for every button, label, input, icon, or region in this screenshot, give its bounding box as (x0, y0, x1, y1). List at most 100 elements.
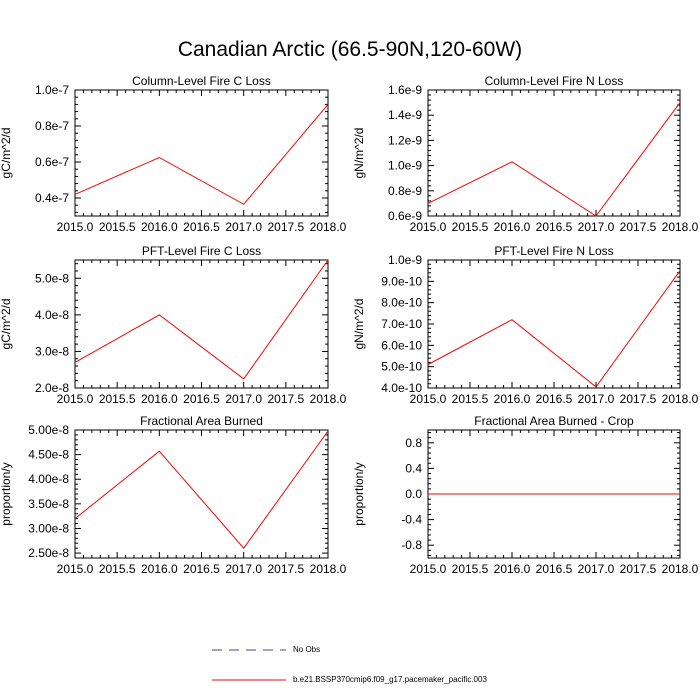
y-tick-label: 4.00e-8 (28, 472, 69, 486)
x-tick-label: 2016.0 (141, 562, 178, 576)
series-line (74, 259, 329, 380)
panel-title: Column-Level Fire N Loss (485, 74, 624, 88)
x-tick-label: 2017.0 (578, 562, 615, 576)
chart-panel-1: Column-Level Fire C Loss 2015.0 2015.5 2016… (0, 74, 347, 234)
y-tick-label: 8.0e-10 (381, 296, 422, 310)
x-tick-label: 2016.5 (183, 562, 220, 576)
y-tick-label: 0.6e-7 (35, 155, 69, 169)
y-tick-label: -0.8 (401, 538, 422, 552)
x-tick-label: 2016.5 (536, 392, 573, 406)
y-tick-label: 4.0e-8 (35, 308, 69, 322)
plot-frame (427, 259, 681, 389)
series-line (74, 104, 329, 205)
x-tick-label: 2017.0 (578, 392, 615, 406)
x-tick-label: 2016.0 (494, 220, 531, 234)
y-tick-label: 3.00e-8 (28, 521, 69, 535)
y-tick-label: 0.6e-9 (388, 209, 422, 223)
x-tick-label: 2018.0 (662, 220, 699, 234)
x-tick-label: 2016.5 (536, 220, 573, 234)
x-tick-label: 2015.0 (410, 220, 447, 234)
x-tick-label: 2016.5 (183, 392, 220, 406)
x-tick-label: 2015.0 (57, 220, 94, 234)
figure-title: Canadian Arctic (66.5-90N,120-60W) (177, 38, 523, 61)
y-tick-label: 4.0e-10 (381, 381, 422, 395)
plot-frame (74, 429, 329, 559)
y-tick-label: 5.0e-8 (35, 271, 69, 285)
y-axis-label: gC/m^2/d (0, 128, 13, 179)
x-tick-label: 2017.5 (267, 562, 304, 576)
chart-panel-5: Fractional Area Burned 2015.0 2015.5 2016.0… (0, 414, 347, 576)
x-tick-label: 2015.0 (57, 562, 94, 576)
x-tick-label: 2017.5 (620, 220, 657, 234)
x-tick-label: 2016.5 (183, 220, 220, 234)
x-tick-label: 2017.0 (578, 220, 615, 234)
x-tick-label: 2017.0 (225, 220, 262, 234)
plot-frame (74, 259, 329, 389)
series-line (427, 102, 681, 217)
x-tick-label: 2018.0 (310, 392, 347, 406)
y-axis-label: gC/m^2/d (0, 299, 13, 350)
x-tick-label: 2016.5 (536, 562, 573, 576)
x-tick-label: 2015.5 (452, 392, 489, 406)
y-tick-label: 0.8e-7 (35, 119, 69, 133)
y-tick-label: 6.0e-10 (381, 338, 422, 352)
panel-title: PFT-Level Fire C Loss (142, 244, 261, 258)
y-axis-label: gN/m^2/d (352, 299, 366, 350)
y-tick-label: -0.4 (401, 513, 422, 527)
x-tick-label: 2016.0 (141, 392, 178, 406)
panel-title: Fractional Area Burned - Crop (474, 414, 634, 428)
x-tick-label: 2018.0 (662, 392, 699, 406)
y-tick-label: 3.50e-8 (28, 497, 69, 511)
y-tick-label: 0.8 (405, 436, 422, 450)
y-tick-label: 0.4 (405, 461, 422, 475)
x-tick-label: 2018.0 (310, 220, 347, 234)
y-tick-label: 7.0e-10 (381, 317, 422, 331)
series-line (427, 270, 681, 388)
y-tick-label: 1.2e-9 (388, 133, 422, 147)
x-tick-label: 2017.5 (267, 392, 304, 406)
y-tick-label: 0.8e-9 (388, 184, 422, 198)
y-tick-label: 1.4e-9 (388, 108, 422, 122)
y-tick-label: 3.0e-8 (35, 344, 69, 358)
x-tick-label: 2016.0 (494, 392, 531, 406)
y-tick-label: 1.0e-7 (35, 83, 69, 97)
x-tick-label: 2017.5 (620, 392, 657, 406)
x-tick-label: 2015.0 (410, 392, 447, 406)
y-axis-label: proportion/y (0, 462, 13, 525)
x-tick-label: 2015.5 (452, 220, 489, 234)
x-tick-label: 2015.5 (99, 392, 136, 406)
chart-panel-4: PFT-Level Fire N Loss 2015.0 2015.5 2016.0 2… (352, 244, 699, 406)
x-tick-label: 2017.5 (267, 220, 304, 234)
y-tick-label: 2.50e-8 (28, 546, 69, 560)
x-tick-label: 2016.0 (141, 220, 178, 234)
x-tick-label: 2017.5 (620, 562, 657, 576)
x-tick-label: 2015.0 (57, 392, 94, 406)
x-tick-label: 2015.5 (452, 562, 489, 576)
y-tick-label: 4.50e-8 (28, 448, 69, 462)
x-tick-label: 2017.0 (225, 392, 262, 406)
y-tick-label: 5.0e-10 (381, 360, 422, 374)
x-tick-label: 2018.0 (310, 562, 347, 576)
series-line (74, 430, 329, 550)
panel-title: Column-Level Fire C Loss (132, 74, 271, 88)
y-tick-label: 0.4e-7 (35, 191, 69, 205)
y-tick-label: 1.0e-9 (388, 253, 422, 267)
panel-title: Fractional Area Burned (140, 414, 263, 428)
x-tick-label: 2016.0 (494, 562, 531, 576)
chart-panel-2: Column-Level Fire N Loss 2015.0 2015.5 2016… (352, 74, 699, 234)
plot-frame (74, 89, 329, 217)
y-tick-label: 1.6e-9 (388, 83, 422, 97)
x-tick-label: 2015.5 (99, 220, 136, 234)
chart-panel-6: Fractional Area Burned - Crop 2015.0 2015.… (352, 414, 699, 576)
x-tick-label: 2015.5 (99, 562, 136, 576)
y-tick-label: 5.00e-8 (28, 423, 69, 437)
x-tick-label: 2017.0 (225, 562, 262, 576)
chart-panel-3: PFT-Level Fire C Loss 2015.0 2015.5 2016.0 2… (0, 244, 347, 406)
y-tick-label: 0.0 (405, 487, 422, 501)
y-axis-label: gN/m^2/d (352, 128, 366, 179)
x-tick-label: 2015.0 (410, 562, 447, 576)
x-tick-label: 2018.0 (662, 562, 699, 576)
y-tick-label: 1.0e-9 (388, 159, 422, 173)
y-tick-label: 2.0e-8 (35, 381, 69, 395)
